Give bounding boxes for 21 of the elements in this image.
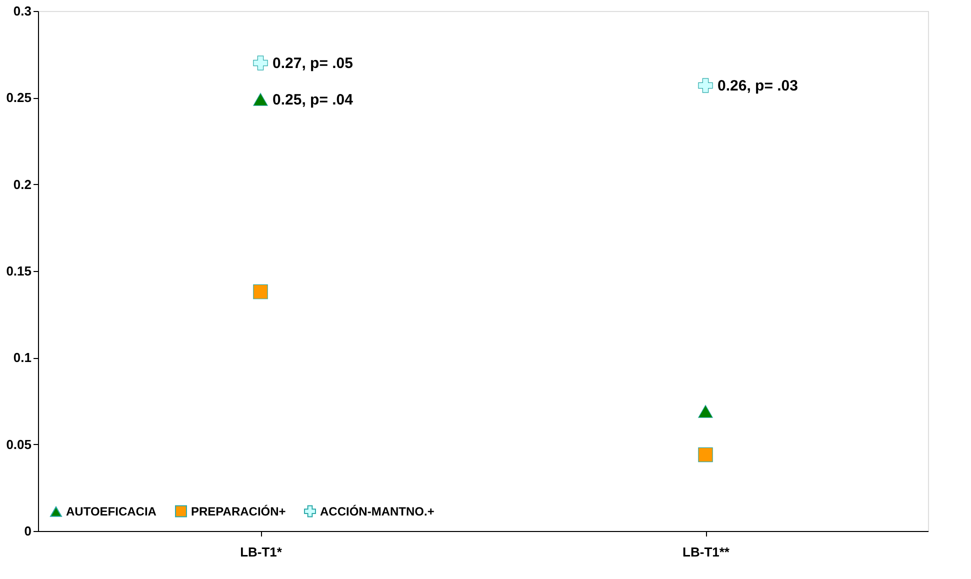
annotation: 0.26, p= .03	[718, 78, 798, 95]
point	[253, 56, 268, 70]
legend-label: AUTOEFICACIA	[66, 504, 157, 519]
y-tick-label: 0.05	[6, 436, 32, 452]
annotation: 0.27, p= .05	[272, 55, 353, 72]
y-tick-label: 0.3	[13, 4, 32, 18]
y-tick-label: 0	[24, 524, 32, 538]
point	[253, 92, 268, 106]
y-tick-label: 0.15	[6, 264, 32, 278]
y-tick-label: 0.2	[13, 176, 32, 192]
y-tick-label: 0.25	[6, 90, 32, 106]
legend-label: ACCIÓN-MANTNO.+	[320, 504, 434, 518]
x-tick-label: LB-T1*	[240, 544, 283, 560]
annotation: 0.25, p= .04	[272, 91, 354, 108]
legend-label: PREPARACIÓN+	[191, 504, 286, 518]
x-tick-label: LB-T1**	[682, 544, 730, 560]
point	[253, 284, 268, 300]
point	[698, 404, 713, 418]
y-tick-label: 0.1	[13, 350, 32, 366]
point	[698, 78, 713, 93]
point	[698, 447, 713, 462]
